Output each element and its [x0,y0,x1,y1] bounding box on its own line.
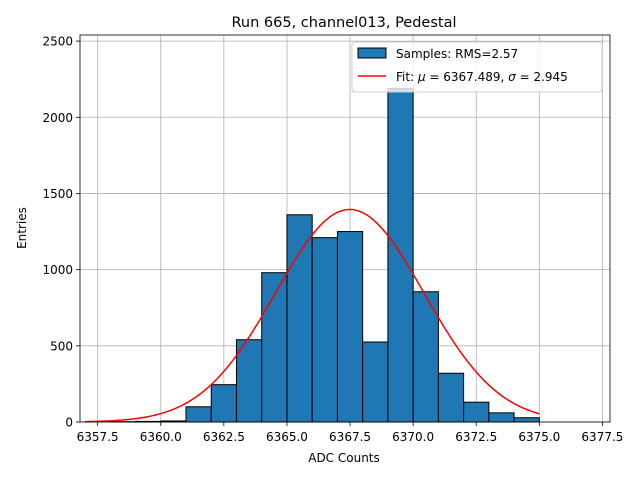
x-tick-label: 6372.5 [455,430,497,444]
x-axis-ticks: 6357.5 6360.0 6362.5 6365.0 6367.5 6370.0 6372… [77,422,623,444]
y-tick-label: 0 [65,416,73,430]
y-tick-label: 500 [50,339,73,353]
fit-curve-group [85,208,540,423]
histogram-bar [311,237,338,423]
histogram-bar [488,412,515,423]
histogram-bar [235,339,263,423]
y-axis-label: Entries [15,207,29,249]
histogram-bar [412,291,439,423]
histogram-bar [336,231,364,423]
y-tick-label: 2500 [42,35,73,49]
x-tick-label: 6367.5 [329,430,371,444]
histogram-bar [362,341,389,423]
legend-samples-label: Samples: RMS=2.57 [396,47,518,61]
histogram-bar [463,401,490,423]
histogram-bar [437,372,465,423]
x-tick-label: 6370.0 [392,430,434,444]
plot-frame [79,34,611,423]
histogram-bar [185,406,212,423]
y-tick-label: 1500 [42,187,73,201]
legend: Samples: RMS=2.57 Fit: μ = 6367.489, σ =… [351,41,603,93]
x-tick-label: 6365.0 [266,430,308,444]
fit-curve [85,208,540,423]
histogram-bar [513,417,540,423]
histogram-bar [210,384,237,423]
histogram-bar [261,272,288,423]
legend-fit-label: Fit: μ = 6367.489, σ = 2.945 [396,70,568,84]
x-tick-label: 6362.5 [203,430,245,444]
y-axis-ticks: 0 500 1000 1500 2000 2500 [42,35,80,430]
histogram-bar [286,214,313,423]
x-tick-label: 6357.5 [77,430,119,444]
legend-samples-swatch [357,47,387,59]
x-tick-label: 6375.0 [518,430,560,444]
y-tick-label: 1000 [42,263,73,277]
x-tick-label: 6360.0 [140,430,182,444]
chart-title: Run 665, channel013, Pedestal [231,15,456,31]
x-tick-label: 6377.5 [581,430,623,444]
x-axis-label: ADC Counts [308,451,380,465]
legend-box [351,41,603,93]
y-tick-label: 2000 [42,111,73,125]
histogram-bar [387,87,414,423]
